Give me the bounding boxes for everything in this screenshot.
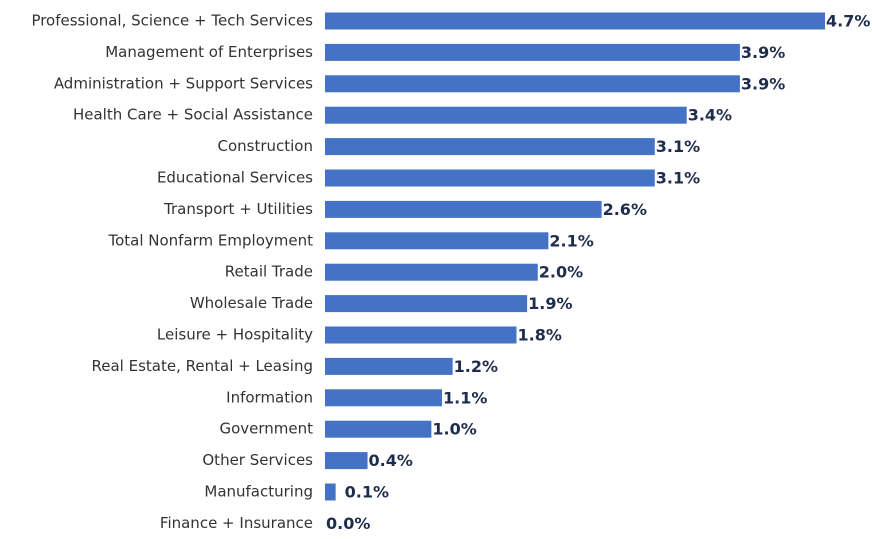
category-label: Construction [217, 137, 313, 155]
category-label: Total Nonfarm Employment [107, 231, 313, 249]
category-label: Transport + Utilities [163, 200, 313, 218]
category-label: Manufacturing [204, 483, 313, 501]
value-label: 4.7% [826, 12, 870, 31]
category-label: Other Services [202, 451, 313, 469]
category-label: Health Care + Social Assistance [73, 106, 313, 124]
bar [325, 420, 432, 438]
category-label: Information [226, 388, 313, 406]
bar [325, 295, 528, 313]
bar [325, 12, 825, 30]
category-label: Professional, Science + Tech Services [31, 12, 313, 30]
value-label: 2.6% [603, 200, 647, 219]
bar [325, 138, 655, 156]
category-label: Government [219, 420, 313, 438]
bar [325, 389, 443, 407]
bar [325, 200, 602, 218]
bar [325, 263, 538, 281]
bar [325, 357, 453, 375]
category-label: Leisure + Hospitality [157, 326, 313, 344]
category-label: Real Estate, Rental + Leasing [92, 357, 313, 375]
value-label: 1.8% [517, 326, 561, 345]
value-label: 1.1% [443, 388, 487, 407]
bar [325, 43, 740, 61]
value-label: 3.1% [656, 137, 700, 156]
value-label: 2.1% [549, 231, 593, 250]
value-label: 3.1% [656, 169, 700, 188]
value-label: 3.9% [741, 74, 785, 93]
category-label: Finance + Insurance [160, 514, 313, 532]
bar [325, 75, 740, 93]
bar [325, 169, 655, 187]
value-label: 3.9% [741, 43, 785, 62]
value-label: 0.4% [369, 451, 413, 470]
category-label: Administration + Support Services [54, 74, 313, 92]
value-label: 0.0% [326, 514, 370, 533]
value-label: 1.9% [528, 294, 572, 313]
value-label: 3.4% [688, 106, 732, 125]
value-label: 2.0% [539, 263, 583, 282]
category-label: Retail Trade [225, 263, 313, 281]
bar [325, 452, 368, 470]
value-label: 1.2% [454, 357, 498, 376]
value-label: 0.1% [345, 483, 389, 502]
category-label: Educational Services [157, 169, 313, 187]
bar [325, 483, 336, 501]
bar [325, 106, 687, 124]
category-label: Management of Enterprises [105, 43, 313, 61]
value-label: 1.0% [432, 420, 476, 439]
bar [325, 232, 549, 250]
category-label: Wholesale Trade [190, 294, 313, 312]
bar [325, 326, 517, 344]
